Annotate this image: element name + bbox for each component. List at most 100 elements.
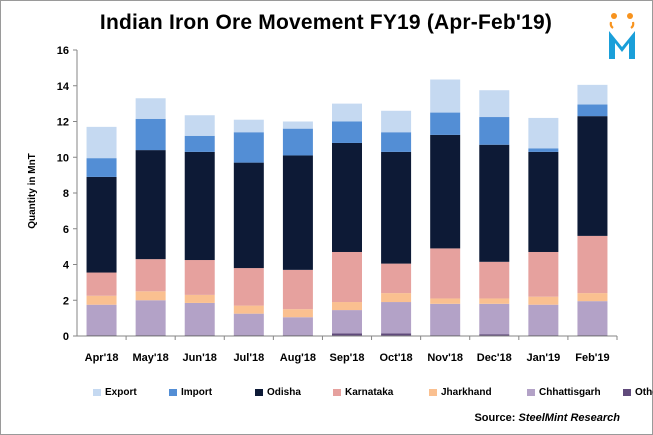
y-tick-label: 16	[57, 45, 69, 57]
bar-segment-export	[577, 84, 608, 105]
bar-segment-odisha	[528, 151, 559, 252]
bar-segment-chhattisgarh	[184, 302, 215, 336]
y-axis-label: Quantity in MnT	[27, 153, 38, 229]
y-tick-label: 0	[63, 331, 69, 343]
bar-segment-karnataka	[577, 235, 608, 294]
y-tick-label: 12	[57, 117, 69, 129]
bar-segment-export	[430, 79, 461, 113]
source-org: SteelMint	[518, 412, 568, 424]
y-tick-label: 14	[57, 81, 70, 93]
bar-segment-karnataka	[528, 251, 559, 297]
bar-segment-export	[332, 103, 362, 122]
bar-segment-import	[528, 148, 559, 152]
bar-segment-chhattisgarh	[135, 300, 166, 336]
bar-segment-others	[479, 334, 510, 336]
bar-segment-export	[184, 115, 215, 136]
x-tick-label: Dec'18	[477, 352, 512, 364]
bar-segment-odisha	[233, 162, 264, 269]
legend-swatch	[333, 389, 341, 396]
y-tick-label: 4	[63, 260, 70, 272]
bar-segment-export	[381, 110, 412, 133]
bar-segment-chhattisgarh	[577, 301, 608, 336]
bar-segment-export	[135, 98, 166, 119]
bar-segment-import	[381, 132, 412, 152]
bar-segment-karnataka	[86, 272, 117, 296]
y-tick-label: 2	[63, 295, 69, 307]
bar-segment-jharkhand	[282, 309, 313, 318]
source-note: Source: SteelMint Research	[474, 412, 620, 424]
bar-segment-karnataka	[479, 261, 510, 299]
x-tick-label: Apr'18	[85, 352, 119, 364]
bar-segment-odisha	[332, 142, 362, 252]
bar-segment-jharkhand	[479, 298, 510, 304]
bar-segment-jharkhand	[577, 293, 608, 302]
legend-label: Karnataka	[345, 387, 394, 398]
bar-segment-jharkhand	[381, 293, 412, 303]
bar-segment-karnataka	[184, 260, 215, 295]
chart-title: Indian Iron Ore Movement FY19 (Apr-Feb'1…	[99, 11, 553, 34]
x-tick-label: Aug'18	[280, 352, 316, 364]
bar-segment-import	[577, 104, 608, 117]
bar-segment-karnataka	[135, 259, 166, 292]
bar-segment-odisha	[577, 116, 608, 236]
logo-arm-right	[630, 21, 635, 29]
logo-m-letter	[609, 31, 635, 59]
bar-segment-chhattisgarh	[332, 310, 362, 334]
bar-segment-karnataka	[430, 248, 461, 299]
x-tick-label: Oct'18	[379, 352, 412, 364]
bar-segment-jharkhand	[528, 296, 559, 305]
bar-segment-chhattisgarh	[479, 303, 510, 335]
x-tick-label: May'18	[133, 352, 169, 364]
x-tick-label: Jul'18	[233, 352, 264, 364]
logo-arm-left	[609, 21, 614, 29]
x-tick-label: Sep'18	[329, 352, 364, 364]
bar-segment-chhattisgarh	[381, 302, 412, 334]
bar-segment-chhattisgarh	[528, 304, 559, 336]
legend-swatch	[527, 389, 535, 396]
bar-segment-jharkhand	[430, 298, 461, 304]
steelmint-logo	[609, 13, 635, 59]
x-tick-label: Jan'19	[526, 352, 560, 364]
bar-segment-export	[479, 90, 510, 118]
bar-segment-karnataka	[381, 263, 412, 294]
legend-swatch	[623, 389, 631, 396]
bar-segment-import	[430, 112, 461, 135]
bar-segment-odisha	[135, 150, 166, 260]
bar-segment-jharkhand	[332, 302, 362, 311]
y-tick-label: 8	[63, 188, 69, 200]
y-tick-label: 6	[63, 224, 69, 236]
logo-dot-left	[611, 13, 617, 19]
bar-segment-import	[332, 121, 362, 143]
bar-segment-karnataka	[233, 268, 264, 306]
legend-label: Chhattisgarh	[539, 387, 601, 398]
source-prefix: Source:	[474, 412, 516, 424]
legend-label: Jharkhand	[441, 387, 492, 398]
legend-label: Odisha	[267, 387, 301, 398]
legend-label: Import	[181, 387, 213, 398]
bar-segment-import	[86, 158, 117, 177]
legend-swatch	[255, 389, 263, 396]
bar-segment-others	[381, 333, 412, 336]
bar-segment-import	[479, 117, 510, 145]
bar-segment-jharkhand	[184, 294, 215, 303]
bar-segment-import	[233, 132, 264, 163]
bar-segment-jharkhand	[233, 305, 264, 314]
legend-label: Others	[635, 387, 653, 398]
bar-segment-chhattisgarh	[430, 303, 461, 336]
legend-label: Export	[105, 387, 137, 398]
source-suffix: Research	[570, 412, 620, 424]
bar-segment-export	[233, 119, 264, 133]
legend-swatch	[429, 389, 437, 396]
bar-segment-chhattisgarh	[233, 313, 264, 336]
bar-segment-import	[135, 118, 166, 151]
plot-area: 0 2 4 6 8 10 12 14 16 Apr'18 May'18 Jun'18 Jul'18 Aug…	[57, 45, 618, 364]
bar-segment-export	[282, 121, 313, 129]
legend-swatch	[93, 389, 101, 396]
bar-segment-odisha	[479, 144, 510, 262]
x-tick-label: Feb'19	[575, 352, 609, 364]
bar-segment-karnataka	[282, 269, 313, 310]
bar-segment-odisha	[381, 151, 412, 264]
logo-dot-right	[627, 13, 633, 19]
